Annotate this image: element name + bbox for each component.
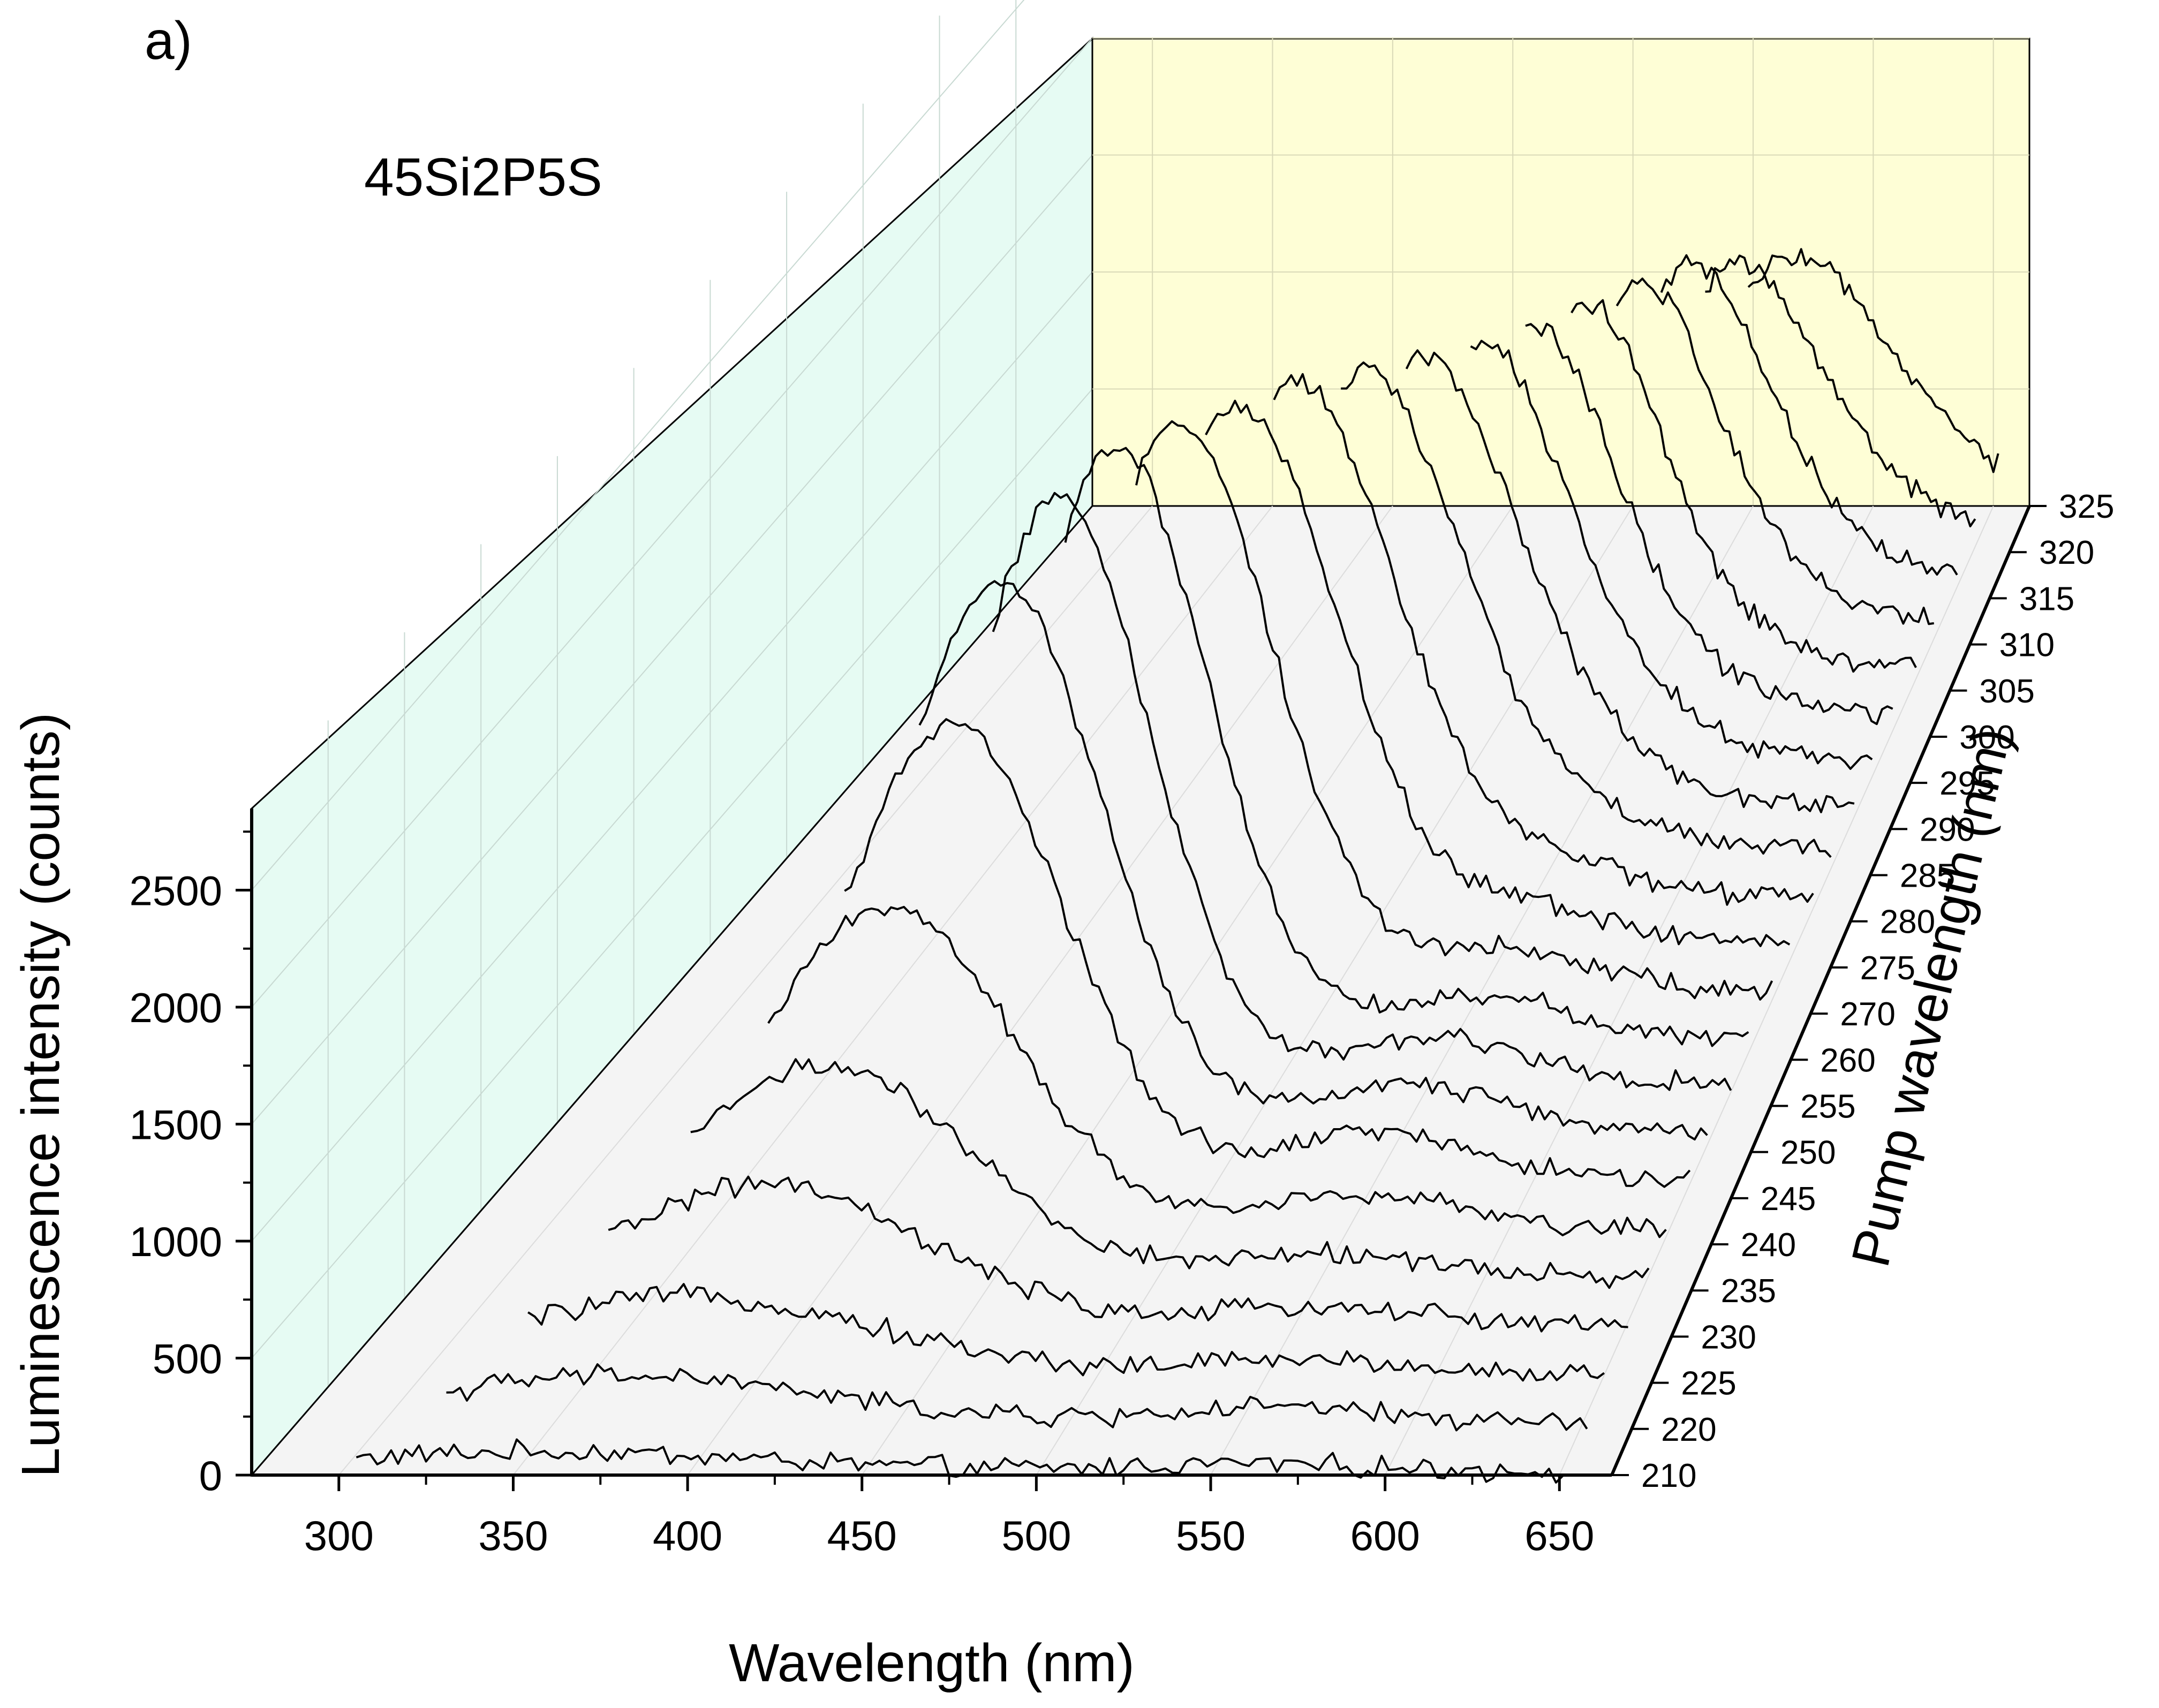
floor-gridline — [338, 505, 1153, 1476]
z-tick-label: 210 — [1641, 1457, 1696, 1494]
z-axis-line — [1610, 505, 2031, 1476]
floor-gridline — [1559, 505, 1994, 1476]
z-tick-label: 305 — [1979, 673, 2034, 710]
series-line-230 — [608, 1175, 1628, 1333]
series-line-235 — [690, 1058, 1650, 1289]
series-line-275 — [1205, 399, 1791, 947]
series-line-310 — [1616, 277, 1934, 625]
floor-gridline — [1036, 505, 1634, 1476]
z-tick-label: 225 — [1681, 1365, 1736, 1402]
left-wall-gridline — [251, 0, 1025, 891]
z-tick-label: 220 — [1661, 1411, 1716, 1448]
z-tick-label: 255 — [1800, 1088, 1855, 1125]
x-tick-label: 650 — [1524, 1512, 1594, 1559]
z-tick-label: 260 — [1820, 1042, 1875, 1079]
floor-gridline — [512, 505, 1273, 1476]
z-tick-label: 295 — [1939, 765, 1995, 802]
x-tick-label: 450 — [827, 1512, 897, 1559]
z-tick-label: 270 — [1840, 996, 1895, 1033]
z-tick-label: 240 — [1741, 1227, 1796, 1264]
series-line-225 — [527, 1283, 1605, 1382]
series-line-250 — [918, 580, 1708, 1140]
x-tick-label: 500 — [1001, 1512, 1071, 1559]
z-tick-label: 310 — [1999, 627, 2055, 664]
z-tick-label: 290 — [1920, 811, 1975, 848]
z-tick-label: 230 — [1701, 1319, 1756, 1356]
series-line-285 — [1341, 361, 1832, 858]
chart-title: 45Si2P5S — [364, 147, 602, 207]
y-tick-label: 1000 — [129, 1218, 222, 1265]
y-tick-label: 500 — [153, 1335, 222, 1382]
left-wall-grid — [251, 0, 1093, 1387]
floor-gridline — [1384, 505, 1874, 1476]
series-line-270 — [1135, 420, 1773, 1001]
series-line-240 — [767, 905, 1667, 1238]
y-tick-label: 2500 — [129, 867, 222, 915]
series-group — [356, 248, 1999, 1484]
z-tick-label: 320 — [2039, 534, 2094, 571]
z-tick-label: 280 — [1880, 904, 1935, 941]
floor-gridline — [861, 505, 1514, 1476]
series-line-220 — [446, 1363, 1588, 1432]
z-tick-label: 325 — [2059, 488, 2114, 525]
x-tick-label: 350 — [478, 1512, 548, 1559]
floor-gridline — [687, 505, 1393, 1476]
z-tick-label: 245 — [1761, 1181, 1816, 1218]
x-tick-label: 300 — [304, 1512, 374, 1559]
z-tick-label: 300 — [1959, 719, 2014, 756]
x-tick-label: 600 — [1350, 1512, 1420, 1559]
left-wall-gridline — [251, 388, 1093, 1359]
z-tick-label: 235 — [1721, 1273, 1776, 1310]
left-wall-gridline — [251, 154, 1093, 1125]
axes-group: 0 500 1000 1500 2000 2500 300 350 400 450 500 550 60… — [129, 488, 2114, 1559]
series-line-315 — [1660, 254, 1958, 576]
back-wall-grid — [1092, 37, 2029, 506]
y-tick-label: 0 — [199, 1452, 222, 1499]
floor-gridline — [1210, 505, 1754, 1476]
x-tick-label: 550 — [1176, 1512, 1245, 1559]
left-wall-gridline — [251, 271, 1093, 1242]
y-axis-title: Luminescence intensity (counts) — [11, 713, 71, 1477]
series-line-255 — [992, 492, 1732, 1091]
series-line-260 — [1064, 447, 1749, 1047]
x-tick-label: 400 — [653, 1512, 722, 1559]
series-line-280 — [1273, 373, 1814, 906]
x-axis-title: Wavelength (nm) — [729, 1633, 1135, 1693]
series-line-290 — [1405, 349, 1855, 813]
series-line-325 — [1747, 248, 1999, 473]
series-line-305 — [1571, 299, 1917, 673]
y-tick-label: 1500 — [129, 1101, 222, 1148]
series-line-320 — [1705, 254, 1976, 527]
z-tick-label: 275 — [1860, 950, 1915, 987]
floor-grid — [338, 505, 1994, 1476]
y-tick-label: 2000 — [129, 984, 222, 1031]
panel-label: a) — [145, 11, 192, 71]
z-tick-label: 285 — [1900, 858, 1955, 895]
series-line-245 — [844, 718, 1691, 1188]
z-tick-label: 250 — [1780, 1135, 1836, 1172]
left-wall-gridline — [251, 37, 1093, 1008]
series-line-295 — [1470, 339, 1873, 770]
z-tick-label: 315 — [2019, 580, 2074, 617]
series-line-300 — [1525, 322, 1893, 725]
